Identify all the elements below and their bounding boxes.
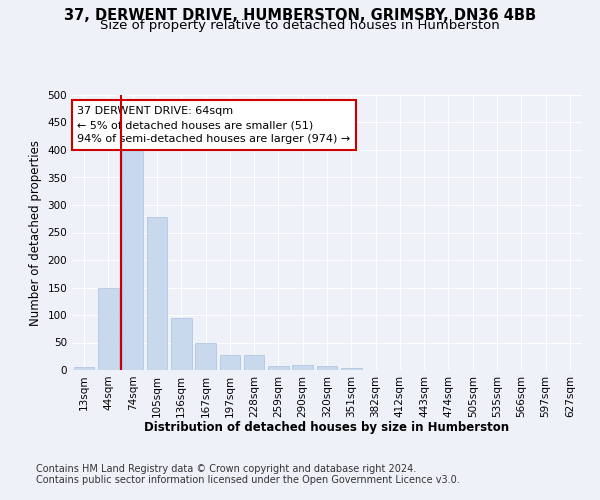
- Bar: [292, 364, 313, 370]
- Bar: [195, 343, 216, 370]
- Bar: [171, 318, 191, 370]
- Bar: [74, 367, 94, 370]
- Y-axis label: Number of detached properties: Number of detached properties: [29, 140, 42, 326]
- Bar: [341, 368, 362, 370]
- Bar: [244, 354, 265, 370]
- Bar: [146, 217, 167, 370]
- Text: Contains HM Land Registry data © Crown copyright and database right 2024.: Contains HM Land Registry data © Crown c…: [36, 464, 416, 474]
- Bar: [268, 366, 289, 370]
- Text: Contains public sector information licensed under the Open Government Licence v3: Contains public sector information licen…: [36, 475, 460, 485]
- Bar: [317, 366, 337, 370]
- Bar: [220, 354, 240, 370]
- Bar: [98, 288, 119, 370]
- Text: 37, DERWENT DRIVE, HUMBERSTON, GRIMSBY, DN36 4BB: 37, DERWENT DRIVE, HUMBERSTON, GRIMSBY, …: [64, 8, 536, 22]
- Text: Size of property relative to detached houses in Humberston: Size of property relative to detached ho…: [100, 19, 500, 32]
- Text: Distribution of detached houses by size in Humberston: Distribution of detached houses by size …: [145, 421, 509, 434]
- Bar: [122, 139, 143, 370]
- Text: 37 DERWENT DRIVE: 64sqm
← 5% of detached houses are smaller (51)
94% of semi-det: 37 DERWENT DRIVE: 64sqm ← 5% of detached…: [77, 106, 350, 144]
